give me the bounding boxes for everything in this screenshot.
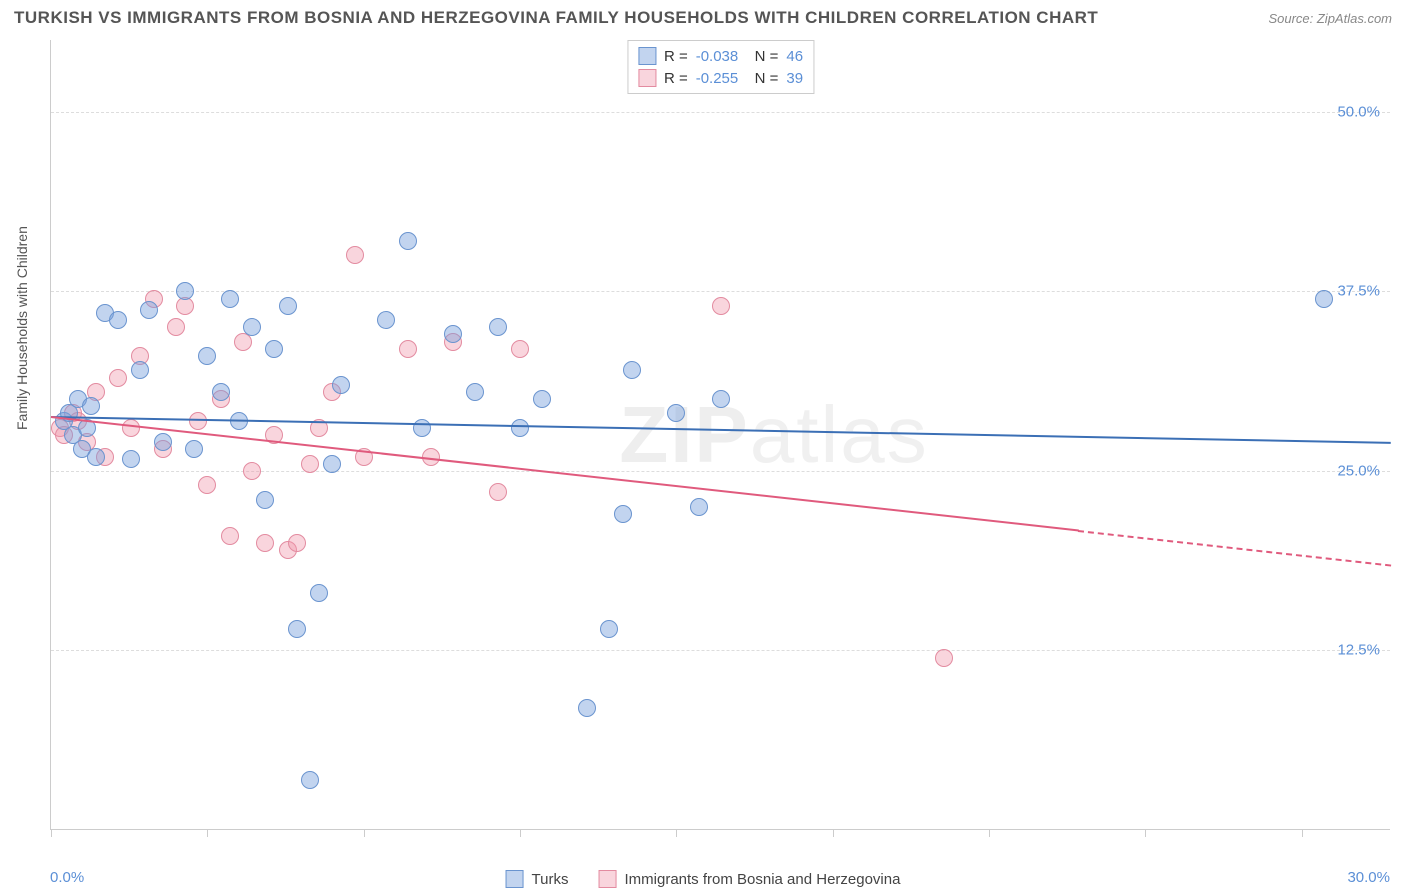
point-turks: [578, 699, 596, 717]
swatch-icon: [598, 870, 616, 888]
x-tick: [1302, 829, 1303, 837]
x-tick-min: 0.0%: [50, 869, 84, 886]
gridline: [51, 112, 1390, 113]
x-tick: [833, 829, 834, 837]
y-tick-label: 12.5%: [1337, 642, 1380, 659]
watermark-bold: ZIP: [619, 390, 749, 479]
legend-label: Turks: [532, 871, 569, 888]
point-turks: [511, 419, 529, 437]
swatch-icon: [638, 69, 656, 87]
point-turks: [265, 340, 283, 358]
point-turks: [1315, 290, 1333, 308]
x-tick: [1145, 829, 1146, 837]
point-turks: [212, 383, 230, 401]
point-turks: [667, 404, 685, 422]
x-tick: [989, 829, 990, 837]
stat-r-value: -0.038: [696, 48, 739, 65]
stat-n-value: 46: [786, 48, 803, 65]
stat-r-label: R =: [664, 70, 688, 87]
point-turks: [489, 318, 507, 336]
point-turks: [221, 290, 239, 308]
point-turks: [288, 620, 306, 638]
point-turks: [413, 419, 431, 437]
y-tick-label: 50.0%: [1337, 103, 1380, 120]
chart-title: TURKISH VS IMMIGRANTS FROM BOSNIA AND HE…: [14, 8, 1098, 28]
point-turks: [122, 450, 140, 468]
point-turks: [109, 311, 127, 329]
point-bosnia: [243, 462, 261, 480]
point-bosnia: [122, 419, 140, 437]
point-turks: [154, 433, 172, 451]
point-turks: [131, 361, 149, 379]
legend-item: Immigrants from Bosnia and Herzegovina: [598, 870, 900, 888]
point-turks: [444, 325, 462, 343]
x-tick: [207, 829, 208, 837]
point-turks: [600, 620, 618, 638]
gridline: [51, 291, 1390, 292]
x-tick: [51, 829, 52, 837]
stat-r-label: R =: [664, 48, 688, 65]
point-bosnia: [167, 318, 185, 336]
point-bosnia: [109, 369, 127, 387]
point-bosnia: [511, 340, 529, 358]
x-tick: [520, 829, 521, 837]
legend-item: Turks: [506, 870, 569, 888]
x-tick-max: 30.0%: [1347, 869, 1390, 886]
stat-n-value: 39: [786, 70, 803, 87]
point-turks: [533, 390, 551, 408]
source-label: Source: ZipAtlas.com: [1268, 11, 1392, 26]
point-turks: [466, 383, 484, 401]
point-turks: [712, 390, 730, 408]
stat-r-value: -0.255: [696, 70, 739, 87]
plot-area: ZIPatlas R = -0.038 N = 46R = -0.255 N =…: [50, 40, 1390, 830]
point-turks: [82, 397, 100, 415]
point-turks: [279, 297, 297, 315]
point-turks: [377, 311, 395, 329]
watermark: ZIPatlas: [619, 389, 928, 481]
point-bosnia: [712, 297, 730, 315]
swatch-icon: [638, 47, 656, 65]
y-tick-label: 25.0%: [1337, 462, 1380, 479]
point-turks: [623, 361, 641, 379]
point-turks: [140, 301, 158, 319]
point-turks: [256, 491, 274, 509]
point-turks: [690, 498, 708, 516]
point-bosnia: [301, 455, 319, 473]
point-turks: [399, 232, 417, 250]
point-bosnia: [935, 649, 953, 667]
point-bosnia: [221, 527, 239, 545]
stats-row: R = -0.038 N = 46: [638, 45, 803, 67]
legend-label: Immigrants from Bosnia and Herzegovina: [624, 871, 900, 888]
stats-box: R = -0.038 N = 46R = -0.255 N = 39: [627, 40, 814, 94]
stat-n-label: N =: [746, 70, 778, 87]
point-turks: [176, 282, 194, 300]
trend-line-dashed: [1078, 530, 1391, 567]
gridline: [51, 650, 1390, 651]
point-turks: [243, 318, 261, 336]
point-turks: [323, 455, 341, 473]
point-turks: [185, 440, 203, 458]
x-tick: [364, 829, 365, 837]
x-tick: [676, 829, 677, 837]
point-turks: [301, 771, 319, 789]
stat-n-label: N =: [746, 48, 778, 65]
point-bosnia: [489, 483, 507, 501]
point-turks: [87, 448, 105, 466]
stats-row: R = -0.255 N = 39: [638, 67, 803, 89]
y-axis-label: Family Households with Children: [14, 226, 30, 430]
point-turks: [198, 347, 216, 365]
point-turks: [332, 376, 350, 394]
title-bar: TURKISH VS IMMIGRANTS FROM BOSNIA AND HE…: [14, 8, 1392, 28]
point-bosnia: [198, 476, 216, 494]
legend: Turks Immigrants from Bosnia and Herzegov…: [506, 870, 901, 888]
point-bosnia: [256, 534, 274, 552]
swatch-icon: [506, 870, 524, 888]
point-bosnia: [399, 340, 417, 358]
point-bosnia: [288, 534, 306, 552]
y-tick-label: 37.5%: [1337, 283, 1380, 300]
point-turks: [310, 584, 328, 602]
point-bosnia: [346, 246, 364, 264]
point-turks: [614, 505, 632, 523]
